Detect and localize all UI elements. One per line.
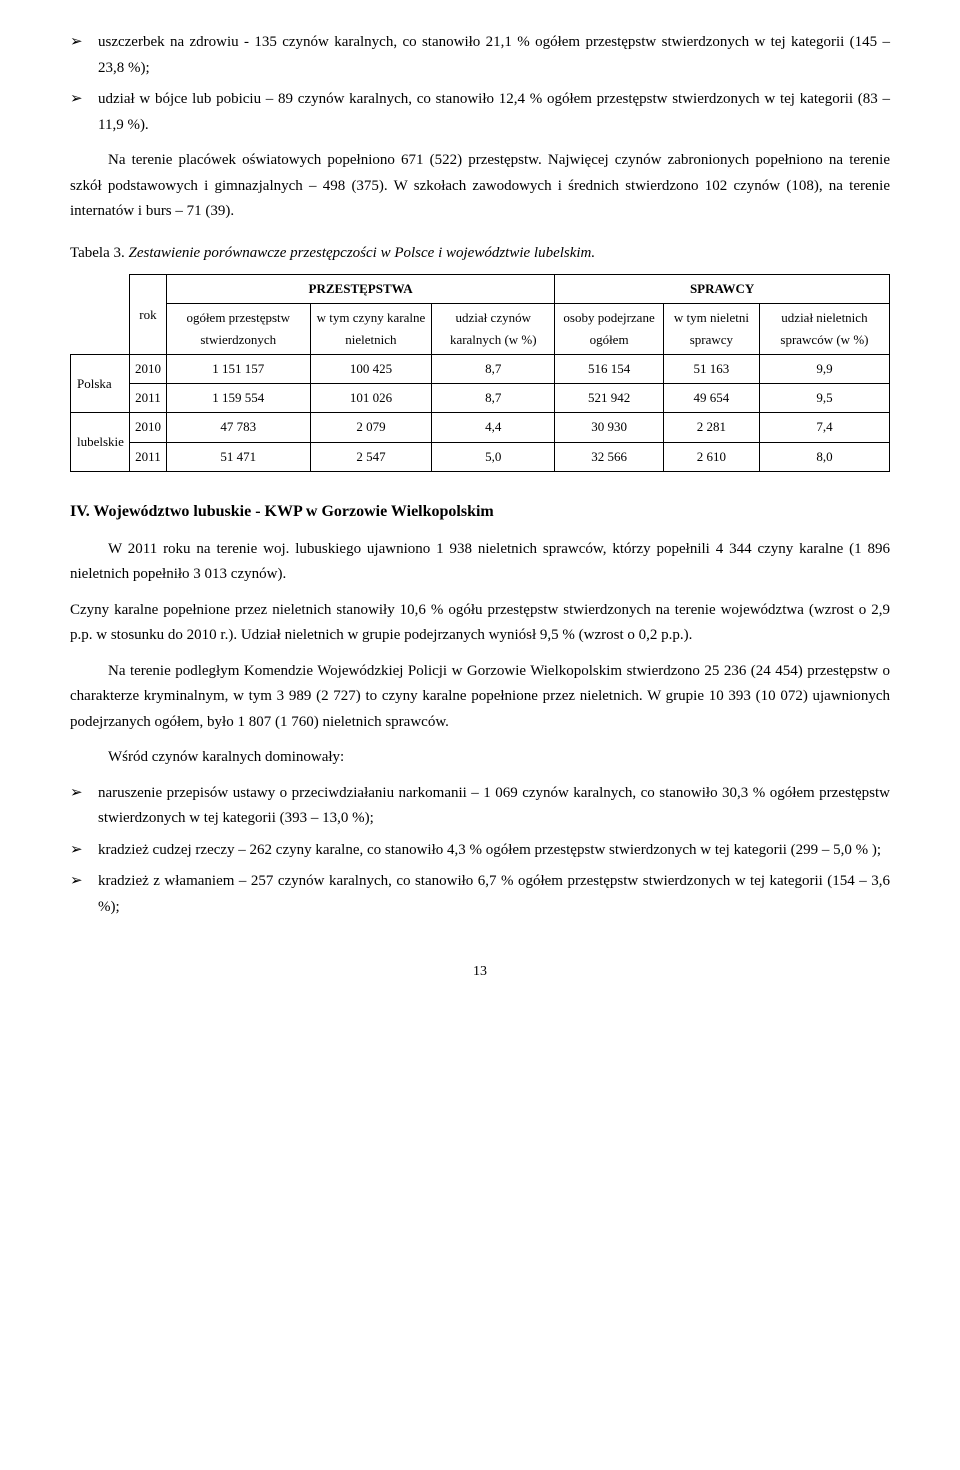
- bullet-item: uszczerbek na zdrowiu - 135 czynów karal…: [70, 30, 890, 81]
- cell: 2 610: [663, 442, 759, 471]
- cell: 2 079: [310, 413, 432, 442]
- paragraph: Na terenie podległym Komendzie Wojewódzk…: [70, 659, 890, 736]
- comparison-table: rok PRZESTĘPSTWA SPRAWCY ogółem przestęp…: [70, 274, 890, 472]
- cell: 51 163: [663, 355, 759, 384]
- cell: 2011: [129, 384, 166, 413]
- cell: 5,0: [432, 442, 555, 471]
- paragraph: Wśród czynów karalnych dominowały:: [70, 745, 890, 771]
- table-row: 2011 1 159 554 101 026 8,7 521 942 49 65…: [71, 384, 890, 413]
- cell: 101 026: [310, 384, 432, 413]
- cell: 47 783: [166, 413, 310, 442]
- region-label: lubelskie: [71, 413, 130, 471]
- cell: 4,4: [432, 413, 555, 442]
- col-header: w tym nieletni sprawcy: [663, 304, 759, 355]
- cell: 8,7: [432, 384, 555, 413]
- cell: 8,0: [759, 442, 889, 471]
- bottom-bullet-list: naruszenie przepisów ustawy o przeciwdzi…: [70, 781, 890, 921]
- region-label: Polska: [71, 355, 130, 413]
- table-row: 2011 51 471 2 547 5,0 32 566 2 610 8,0: [71, 442, 890, 471]
- cell: 2010: [129, 413, 166, 442]
- col-group-sprawcy: SPRAWCY: [555, 275, 890, 304]
- bullet-item: kradzież cudzej rzeczy – 262 czyny karal…: [70, 838, 890, 864]
- cell: 2 547: [310, 442, 432, 471]
- col-header: udział czynów karalnych (w %): [432, 304, 555, 355]
- table-empty-header: [71, 275, 130, 355]
- cell: 1 159 554: [166, 384, 310, 413]
- cell: 2 281: [663, 413, 759, 442]
- table-caption: Tabela 3. Zestawienie porównawcze przest…: [70, 241, 890, 267]
- cell: 30 930: [555, 413, 664, 442]
- cell: 2011: [129, 442, 166, 471]
- cell: 100 425: [310, 355, 432, 384]
- cell: 2010: [129, 355, 166, 384]
- col-header-rok: rok: [129, 275, 166, 355]
- cell: 7,4: [759, 413, 889, 442]
- bullet-item: kradzież z włamaniem – 257 czynów karaln…: [70, 869, 890, 920]
- col-header: w tym czyny karalne nieletnich: [310, 304, 432, 355]
- cell: 1 151 157: [166, 355, 310, 384]
- cell: 521 942: [555, 384, 664, 413]
- cell: 51 471: [166, 442, 310, 471]
- cell: 516 154: [555, 355, 664, 384]
- paragraph: W 2011 roku na terenie woj. lubuskiego u…: [70, 537, 890, 588]
- bullet-item: naruszenie przepisów ustawy o przeciwdzi…: [70, 781, 890, 832]
- table-row: Polska 2010 1 151 157 100 425 8,7 516 15…: [71, 355, 890, 384]
- cell: 32 566: [555, 442, 664, 471]
- paragraph: Czyny karalne popełnione przez nieletnic…: [70, 598, 890, 649]
- section-heading: IV. Województwo lubuskie - KWP w Gorzowi…: [70, 498, 890, 525]
- cell: 9,5: [759, 384, 889, 413]
- col-header: udział nieletnich sprawców (w %): [759, 304, 889, 355]
- col-header: osoby podejrzane ogółem: [555, 304, 664, 355]
- col-header: ogółem przestępstw stwierdzonych: [166, 304, 310, 355]
- cell: 9,9: [759, 355, 889, 384]
- cell: 49 654: [663, 384, 759, 413]
- cell: 8,7: [432, 355, 555, 384]
- page-number: 13: [70, 960, 890, 984]
- paragraph: Na terenie placówek oświatowych popełnio…: [70, 148, 890, 225]
- top-bullet-list: uszczerbek na zdrowiu - 135 czynów karal…: [70, 30, 890, 138]
- table-caption-text: Zestawienie porównawcze przestępczości w…: [129, 245, 596, 261]
- bullet-item: udział w bójce lub pobiciu – 89 czynów k…: [70, 87, 890, 138]
- table-caption-prefix: Tabela 3.: [70, 245, 125, 261]
- table-row: lubelskie 2010 47 783 2 079 4,4 30 930 2…: [71, 413, 890, 442]
- col-group-przestepstwa: PRZESTĘPSTWA: [166, 275, 554, 304]
